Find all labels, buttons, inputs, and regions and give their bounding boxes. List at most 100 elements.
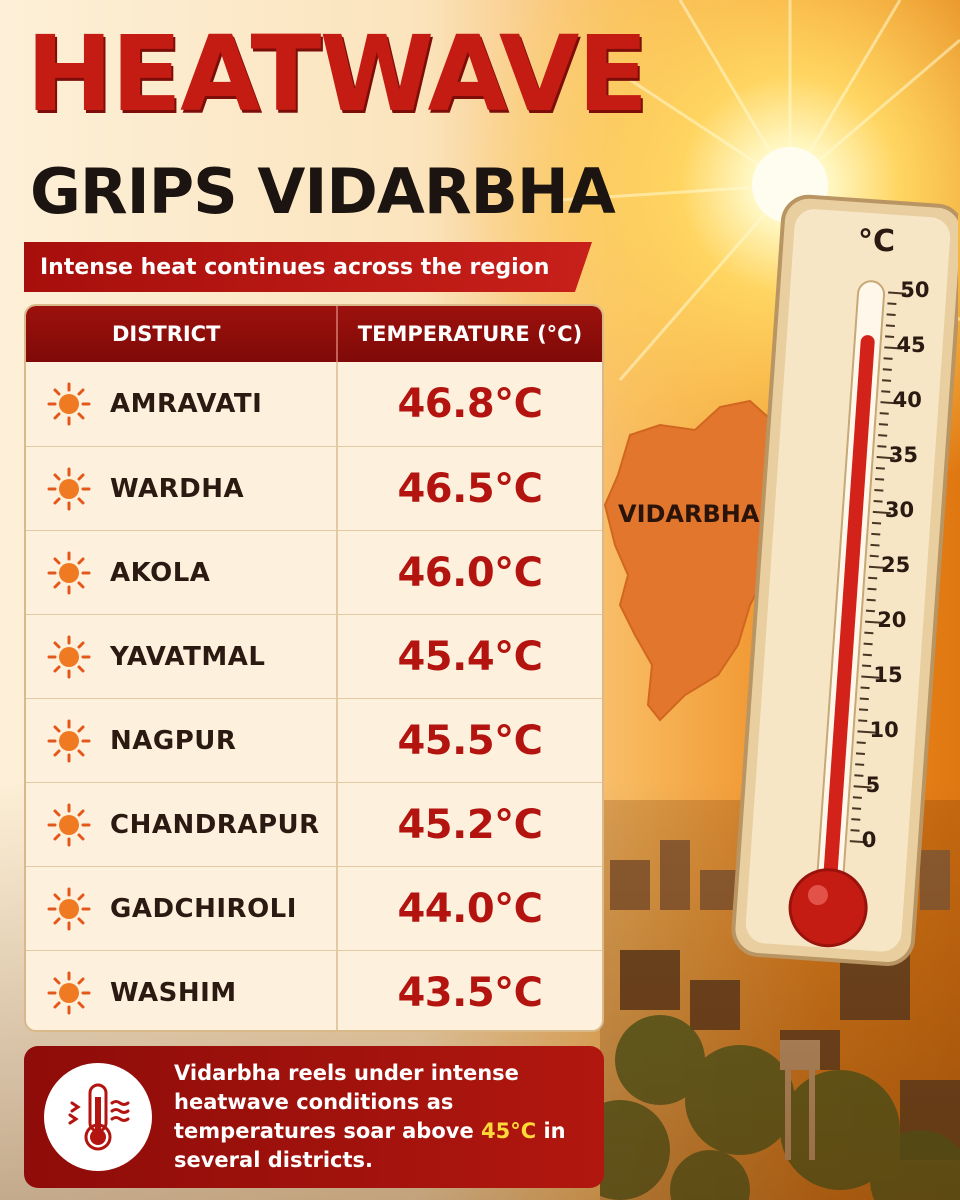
scale-label: 35 bbox=[888, 443, 918, 467]
thermometer-graphic bbox=[731, 194, 958, 966]
table-row: YAVATMAL 45.4°C bbox=[26, 614, 602, 698]
district-cell: AKOLA bbox=[26, 531, 338, 614]
thermometer-tick bbox=[885, 335, 895, 338]
thermometer-tick bbox=[867, 587, 877, 591]
temperature-table: DISTRICT TEMPERATURE (°C) AMRAVATI 46.8°… bbox=[24, 304, 604, 1032]
headline-grips-vidarbha: GRIPS VIDARBHA bbox=[30, 155, 616, 228]
scale-label: 5 bbox=[865, 773, 881, 797]
thermometer-tick bbox=[879, 412, 889, 415]
header-district: DISTRICT bbox=[26, 306, 338, 362]
district-cell: AMRAVATI bbox=[26, 362, 338, 446]
thermometer-tick bbox=[870, 543, 880, 547]
temperature-value: 46.8°C bbox=[397, 381, 543, 427]
thermometer-tick bbox=[887, 302, 897, 306]
thermometer-tick bbox=[849, 840, 868, 844]
thermometer-tick bbox=[858, 708, 869, 712]
map-label: VIDARBHA bbox=[618, 500, 760, 528]
vidarbha-map bbox=[603, 399, 782, 722]
thermometer-tick bbox=[868, 576, 878, 580]
table-row: CHANDRAPUR 45.2°C bbox=[26, 782, 602, 866]
thermometer-tick bbox=[871, 532, 881, 536]
temperature-value: 45.5°C bbox=[397, 717, 543, 764]
thermometer-unit: °C bbox=[858, 224, 896, 259]
district-name: AMRAVATI bbox=[110, 389, 263, 419]
thermometer-tick bbox=[852, 796, 862, 799]
thermometer-tick bbox=[877, 445, 887, 448]
thermometer-tick bbox=[866, 598, 876, 602]
temperature-cell: 46.5°C bbox=[338, 447, 602, 530]
temperature-cell: 46.0°C bbox=[338, 531, 602, 614]
thermometer-tick bbox=[865, 620, 884, 624]
thermometer-tick bbox=[881, 390, 891, 393]
temperature-cell: 45.2°C bbox=[338, 783, 602, 866]
thermometer-tick bbox=[874, 488, 884, 492]
thermometer-tick bbox=[885, 324, 895, 327]
scale-label: 10 bbox=[869, 718, 899, 742]
temperature-cell: 43.5°C bbox=[338, 951, 602, 1030]
thermometer-tick bbox=[853, 785, 872, 789]
thermometer-tick bbox=[875, 477, 885, 481]
thermometer-tick bbox=[869, 554, 879, 558]
table-row: AKOLA 46.0°C bbox=[26, 530, 602, 614]
district-name: GADCHIROLI bbox=[110, 893, 297, 924]
thermometer-tick bbox=[862, 653, 872, 657]
thermometer-tick bbox=[883, 357, 893, 360]
thermometer-tick bbox=[855, 763, 865, 766]
table-row: AMRAVATI 46.8°C bbox=[26, 362, 602, 446]
thermometer-tick bbox=[881, 379, 892, 382]
temperature-cell: 45.4°C bbox=[338, 615, 602, 698]
sun-icon bbox=[47, 382, 91, 426]
thermometer-tick bbox=[863, 642, 873, 646]
summary-text-end: in several districts. bbox=[174, 1119, 566, 1172]
table-row: WARDHA 46.5°C bbox=[26, 446, 602, 530]
header-temperature: TEMPERATURE (°C) bbox=[357, 322, 583, 346]
sun-icon bbox=[47, 887, 91, 930]
thermometer-tick bbox=[865, 609, 875, 613]
thermometer-tick bbox=[859, 697, 869, 701]
thermometer-ticks bbox=[849, 291, 907, 844]
district-cell: WASHIM bbox=[26, 951, 338, 1030]
thermometer-tick bbox=[882, 368, 892, 371]
thermometer-tick bbox=[850, 829, 860, 832]
thermometer-tick bbox=[864, 631, 874, 635]
temperature-cell: 44.0°C bbox=[338, 867, 602, 950]
sun-icon bbox=[47, 551, 91, 594]
thermometer-tick bbox=[871, 521, 882, 525]
summary-text: Vidarbha reels under intense heatwave co… bbox=[174, 1059, 574, 1175]
table-row: WASHIM 43.5°C bbox=[26, 950, 602, 1030]
thermometer-tick bbox=[851, 818, 861, 821]
temperature-value: 43.5°C bbox=[397, 969, 543, 1016]
thermometer-tick bbox=[875, 467, 885, 470]
table-header: DISTRICT TEMPERATURE (°C) bbox=[26, 306, 602, 362]
summary-callout: Vidarbha reels under intense heatwave co… bbox=[24, 1046, 604, 1188]
thermometer-tick bbox=[856, 741, 866, 744]
scale-label: 25 bbox=[881, 553, 911, 577]
thermometer-tick bbox=[860, 686, 870, 690]
temperature-cell: 45.5°C bbox=[338, 699, 602, 782]
district-name: YAVATMAL bbox=[110, 641, 266, 672]
headline-heatwave: HEATWAVE bbox=[26, 13, 648, 135]
thermometer-tick bbox=[855, 752, 865, 755]
temperature-cell: 46.8°C bbox=[338, 362, 602, 446]
thermometer-tick bbox=[852, 807, 862, 810]
district-cell: CHANDRAPUR bbox=[26, 783, 338, 866]
temperature-value: 44.0°C bbox=[397, 885, 543, 932]
thermometer-tick bbox=[876, 456, 895, 460]
scale-label: 0 bbox=[861, 828, 877, 852]
thermometer-mercury bbox=[822, 335, 875, 900]
subtitle-banner: Intense heat continues across the region bbox=[24, 242, 592, 292]
summary-highlight: 45°C bbox=[481, 1119, 537, 1143]
scale-label: 45 bbox=[896, 333, 926, 357]
table-body: AMRAVATI 46.8°C WARDHA 46.5°C bbox=[26, 362, 602, 1030]
temperature-value: 45.2°C bbox=[397, 801, 543, 848]
subtitle-text: Intense heat continues across the region bbox=[40, 254, 550, 280]
scale-label: 30 bbox=[884, 498, 915, 522]
sun-icon bbox=[47, 971, 91, 1014]
district-cell: GADCHIROLI bbox=[26, 867, 338, 950]
thermometer-tick bbox=[857, 730, 876, 734]
district-name: AKOLA bbox=[110, 557, 211, 588]
district-cell: WARDHA bbox=[26, 447, 338, 530]
thermometer-tick bbox=[886, 313, 896, 317]
district-name: WASHIM bbox=[110, 977, 237, 1008]
district-name: WARDHA bbox=[110, 473, 245, 504]
